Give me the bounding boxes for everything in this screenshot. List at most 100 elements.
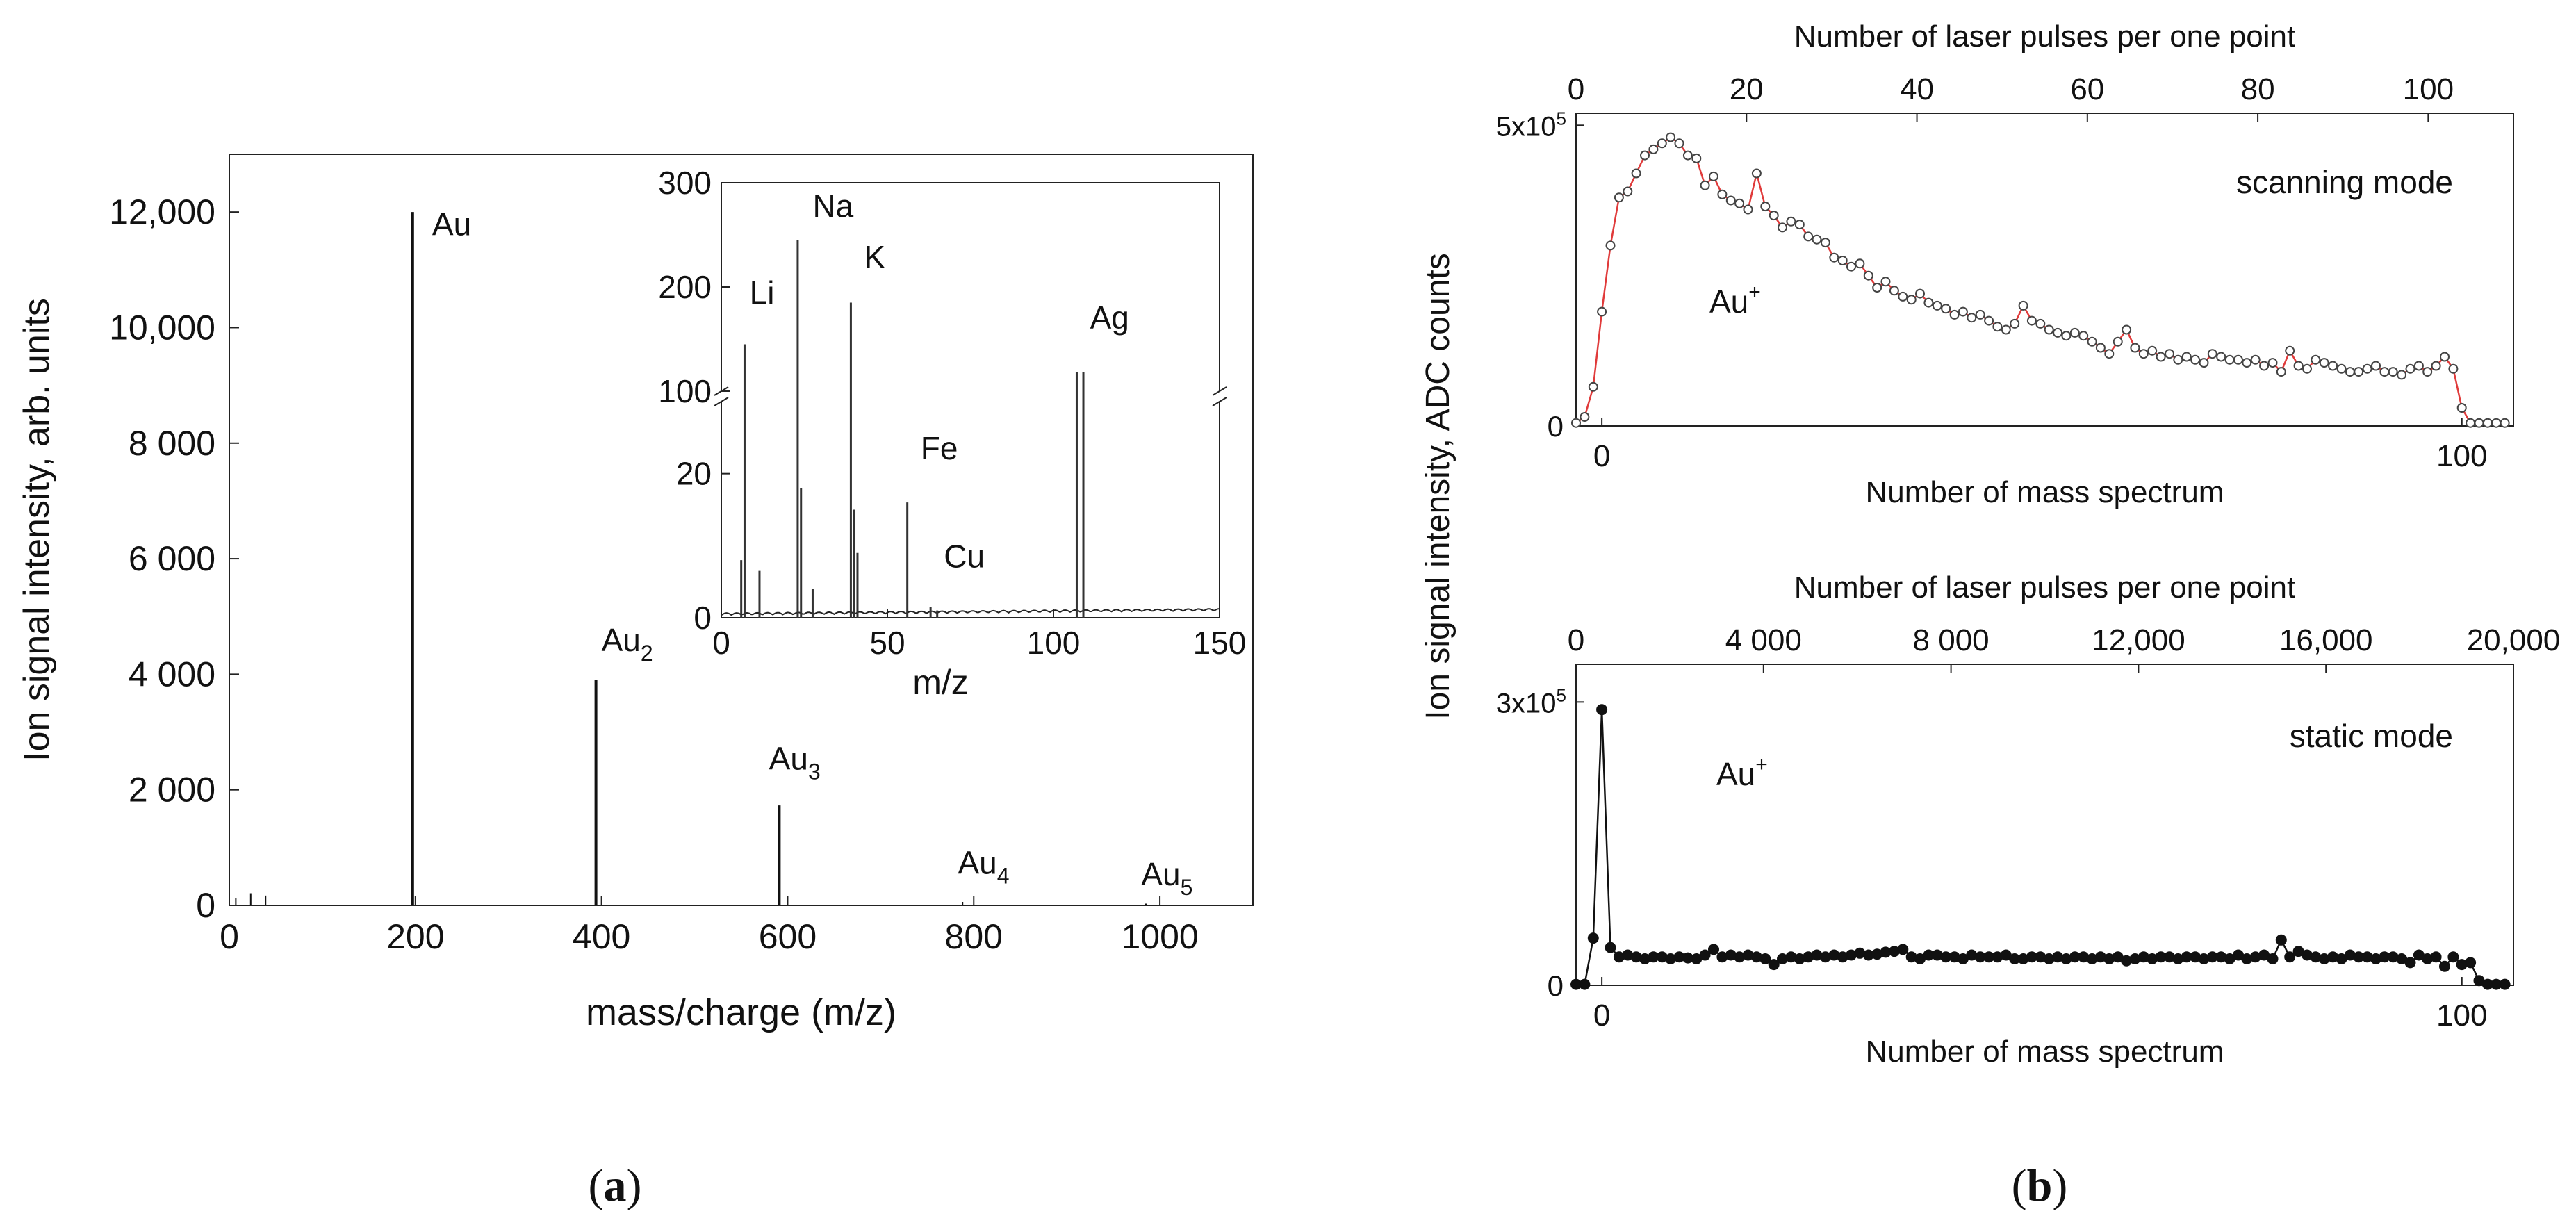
inset-peak-annotation: Fe: [921, 430, 958, 466]
static-y-tick-label-zero: 0: [1548, 969, 1564, 1002]
main-x-tick-label: 800: [945, 917, 1003, 956]
static-data-point: [1759, 953, 1771, 964]
scanning-data-point: [2474, 418, 2484, 428]
scanning-data-point: [2156, 352, 2166, 362]
scanning-data-point: [1889, 286, 1899, 296]
static-data-point: [1708, 944, 1719, 955]
scanning-data-point: [2397, 370, 2407, 380]
inset-x-tick-label: 150: [1193, 625, 1247, 661]
scanning-x-top-tick-label: 100: [2403, 72, 2454, 106]
static-x-top-tick-label: 4 000: [1725, 623, 1802, 657]
scanning-data-point: [2165, 349, 2174, 359]
scanning-data-point: [2456, 403, 2467, 413]
scanning-mode-label: scanning mode: [2236, 164, 2453, 200]
scanning-data-point: [1923, 297, 1934, 308]
scanning-data-point: [2259, 361, 2270, 371]
main-x-tick-label: 600: [759, 917, 817, 956]
static-x-top-axis-label: Number of laser pulses per one point: [1794, 570, 2296, 605]
scanning-data-point: [1837, 256, 1848, 265]
scanning-data-point: [1623, 186, 1633, 197]
static-data-point: [2447, 951, 2459, 963]
scanning-data-point: [1571, 418, 1581, 428]
main-y-tick-label: 0: [196, 886, 215, 925]
scanning-x-bottom-tick-label: 100: [2436, 439, 2487, 473]
scanning-y-tick-label-zero: 0: [1548, 410, 1564, 443]
scanning-data-point: [2405, 363, 2415, 374]
scanning-data-point: [1588, 381, 1598, 392]
scanning-data-point: [2190, 354, 2201, 365]
panel-b-static-chart: 0 100 0 4 000 8 000 12,000 16,000 20,000 Number …: [1496, 570, 2561, 1069]
scanning-data-point: [2026, 315, 2037, 326]
scanning-data-point: [2207, 349, 2217, 359]
main-y-tick-label: 8 000: [129, 424, 215, 463]
inset-x-axis-label: m/z: [912, 663, 969, 702]
static-ion-label: Au+: [1716, 753, 1768, 792]
scanning-data-point: [2087, 336, 2097, 347]
scanning-data-point: [1769, 211, 1779, 221]
inset-x-tick-label: 100: [1027, 625, 1081, 661]
scanning-data-point: [1751, 168, 1762, 179]
scanning-data-point: [1778, 222, 1787, 233]
scanning-data-point: [2388, 367, 2398, 377]
inset-peak-annotation: Li: [750, 274, 775, 311]
scanning-data-point: [2293, 361, 2304, 371]
scanning-data-point: [1915, 288, 1925, 299]
scanning-data-point: [2078, 331, 2089, 341]
static-plot-frame: [1575, 664, 2514, 986]
scanning-data-point: [2053, 327, 2063, 338]
panel-label-b: (b): [2012, 1160, 2068, 1211]
main-y-tick-label: 4 000: [129, 655, 215, 693]
main-x-axis-label: mass/charge (m/z): [586, 992, 896, 1033]
main-y-tick-label: 12,000: [109, 192, 215, 231]
scanning-data-point: [2466, 418, 2476, 428]
scanning-data-point: [2319, 358, 2329, 368]
scanning-y-tick-label-top: 5x105: [1496, 108, 1566, 142]
scanning-data-point: [1760, 202, 1771, 212]
static-data-point: [2439, 960, 2450, 972]
inset-peak-annotation: Cu: [944, 538, 985, 574]
scanning-data-point: [1580, 412, 1590, 422]
scanning-data-point: [2413, 361, 2424, 371]
inset-y-tick-label: 20: [676, 456, 712, 492]
scanning-data-point: [1640, 150, 1650, 161]
static-x-bottom-tick-label: 0: [1593, 998, 1610, 1033]
static-mode-label: static mode: [2290, 718, 2453, 754]
main-y-tick-label: 10,000: [109, 308, 215, 347]
scanning-data-point: [1941, 304, 1951, 314]
scanning-data-point: [2371, 361, 2381, 371]
scanning-data-point: [1820, 238, 1830, 248]
static-data-point: [1768, 959, 1780, 971]
static-data-point: [1897, 944, 1909, 955]
scanning-data-point: [2345, 367, 2355, 377]
scanning-data-point: [2104, 349, 2115, 359]
scanning-data-point: [1812, 234, 1822, 245]
scanning-x-top-tick-label: 80: [2241, 72, 2275, 106]
scanning-data-point: [2018, 300, 2028, 311]
scanning-ion-label: Au+: [1709, 281, 1761, 320]
static-data-point: [2284, 951, 2296, 963]
scanning-data-point: [1743, 204, 1753, 215]
scanning-data-point: [1958, 306, 1968, 317]
panel-a-inset-chart: 0 50 100 150 0 20 100 200 300 Li Na K Fe Cu Ag m/z: [658, 165, 1246, 702]
scanning-plot-frame: [1575, 113, 2514, 427]
static-y-tick-label-top: 3x105: [1496, 684, 1566, 718]
main-x-tick-label: 1000: [1121, 917, 1198, 956]
static-data-point: [2267, 953, 2279, 964]
main-peak-annotation: Au: [432, 206, 471, 242]
scanning-data-point: [1880, 277, 1891, 287]
scanning-data-point: [1717, 189, 1728, 199]
static-x-top-tick-label: 0: [1568, 623, 1584, 657]
inset-background: [721, 183, 1220, 618]
scanning-x-top-tick-label: 20: [1730, 72, 1764, 106]
scanning-data-point: [2035, 318, 2046, 329]
scanning-data-point: [2044, 324, 2054, 335]
scanning-data-point: [2328, 361, 2338, 371]
scanning-data-point: [2422, 367, 2433, 377]
main-plot-frame: [229, 154, 1254, 906]
main-y-axis-label: Ion signal intensity, arb. units: [17, 298, 57, 762]
scanning-data-point: [1992, 322, 2003, 332]
scanning-data-point: [1863, 270, 1873, 281]
